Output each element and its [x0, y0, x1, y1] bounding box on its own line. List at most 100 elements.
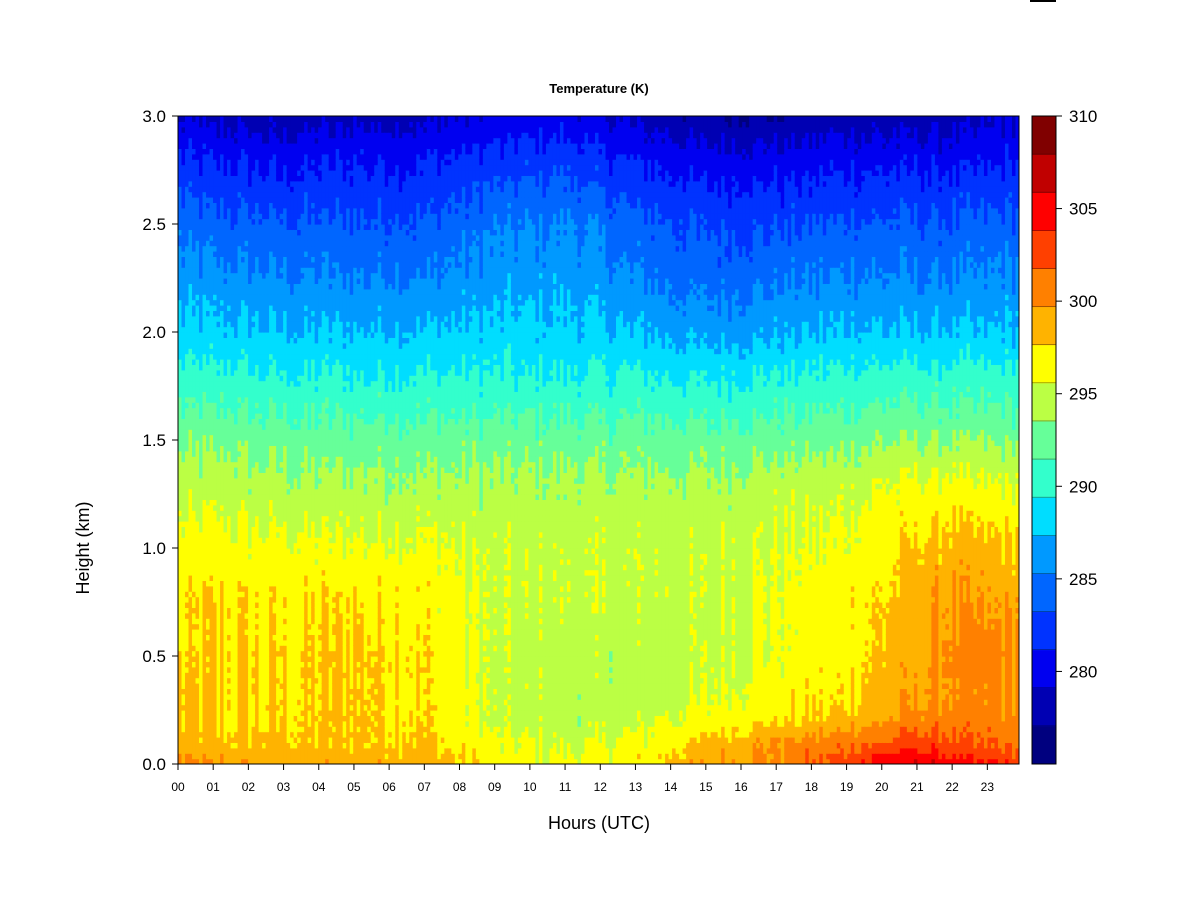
heatmap-cell: [248, 332, 253, 338]
heatmap-cell: [276, 191, 281, 198]
heatmap-cell: [304, 499, 309, 506]
heatmap-cell: [279, 251, 284, 257]
heatmap-cell: [272, 126, 277, 133]
heatmap-cell: [248, 170, 253, 176]
heatmap-cell: [237, 337, 242, 344]
heatmap-cell: [290, 251, 295, 257]
heatmap-cell: [227, 423, 232, 430]
heatmap-cell: [314, 229, 319, 236]
heatmap-cell: [265, 218, 270, 225]
heatmap-cell: [241, 213, 246, 220]
heatmap-cell: [272, 359, 277, 365]
heatmap-cell: [272, 558, 277, 565]
heatmap-cell: [258, 224, 263, 230]
heatmap-cell: [202, 542, 207, 549]
heatmap-cell: [230, 747, 235, 754]
heatmap-cell: [307, 348, 312, 355]
heatmap-cell: [290, 537, 295, 544]
heatmap-cell: [304, 256, 309, 263]
heatmap-cell: [202, 580, 207, 587]
heatmap-cell: [192, 402, 197, 409]
heatmap-cell: [248, 191, 253, 198]
heatmap-cell: [234, 402, 239, 409]
heatmap-cell: [195, 720, 200, 727]
heatmap-cell: [192, 683, 197, 689]
heatmap-cell: [293, 391, 298, 398]
heatmap-cell: [213, 272, 218, 279]
heatmap-cell: [241, 467, 246, 473]
heatmap-cell: [223, 272, 228, 279]
heatmap-cell: [213, 531, 218, 538]
heatmap-cell: [202, 299, 207, 306]
heatmap-cell: [307, 618, 312, 625]
heatmap-cell: [265, 531, 270, 538]
heatmap-cell: [290, 564, 295, 571]
heatmap-cell: [192, 375, 197, 382]
heatmap-cell: [304, 369, 309, 376]
heatmap-cell: [265, 742, 270, 749]
heatmap-cell: [311, 251, 316, 257]
heatmap-cell: [290, 515, 295, 522]
heatmap-cell: [185, 542, 190, 549]
heatmap-cell: [314, 602, 319, 608]
heatmap-cell: [220, 224, 225, 230]
heatmap-cell: [244, 299, 249, 306]
heatmap-cell: [276, 364, 281, 371]
heatmap-cell: [216, 634, 221, 641]
heatmap-cell: [272, 553, 277, 560]
heatmap-cell: [178, 488, 183, 495]
heatmap-cell: [244, 369, 249, 376]
heatmap-cell: [318, 618, 323, 625]
heatmap-cell: [307, 683, 312, 689]
heatmap-cell: [234, 564, 239, 571]
heatmap-cell: [192, 542, 197, 549]
heatmap-cell: [307, 315, 312, 322]
heatmap-cell: [227, 413, 232, 419]
heatmap-cell: [286, 602, 291, 608]
heatmap-cell: [251, 510, 256, 517]
heatmap-cell: [202, 710, 207, 716]
heatmap-cell: [255, 618, 260, 625]
heatmap-cell: [216, 153, 221, 160]
heatmap-cell: [307, 332, 312, 338]
heatmap-cell: [213, 521, 218, 527]
heatmap-cell: [290, 710, 295, 716]
heatmap-cell: [223, 461, 228, 468]
heatmap-cell: [269, 299, 274, 306]
heatmap-cell: [237, 461, 242, 468]
heatmap-cell: [307, 342, 312, 349]
heatmap-cell: [230, 737, 235, 743]
heatmap-cell: [195, 483, 200, 490]
heatmap-cell: [283, 650, 288, 657]
heatmap-cell: [297, 672, 302, 679]
heatmap-cell: [286, 245, 291, 252]
heatmap-cell: [297, 461, 302, 468]
heatmap-cell: [213, 191, 218, 198]
heatmap-cell: [279, 472, 284, 479]
heatmap-cell: [265, 472, 270, 479]
heatmap-cell: [300, 407, 305, 414]
heatmap-cell: [283, 272, 288, 279]
heatmap-cell: [272, 445, 277, 452]
heatmap-cell: [283, 121, 288, 128]
heatmap-cell: [251, 261, 256, 268]
heatmap-cell: [300, 639, 305, 646]
heatmap-cell: [262, 402, 267, 409]
heatmap-cell: [195, 747, 200, 754]
heatmap-cell: [199, 618, 204, 625]
heatmap-cell: [195, 143, 200, 149]
heatmap-cell: [272, 407, 277, 414]
heatmap-cell: [255, 510, 260, 517]
heatmap-cell: [209, 121, 214, 128]
heatmap-cell: [244, 359, 249, 365]
heatmap-cell: [255, 558, 260, 565]
heatmap-cell: [237, 369, 242, 376]
heatmap-cell: [318, 720, 323, 727]
heatmap-cell: [272, 256, 277, 263]
heatmap-cell: [230, 245, 235, 252]
heatmap-cell: [272, 251, 277, 257]
heatmap-cell: [199, 456, 204, 463]
heatmap-cell: [213, 407, 218, 414]
heatmap-cell: [241, 175, 246, 182]
heatmap-cell: [307, 483, 312, 490]
